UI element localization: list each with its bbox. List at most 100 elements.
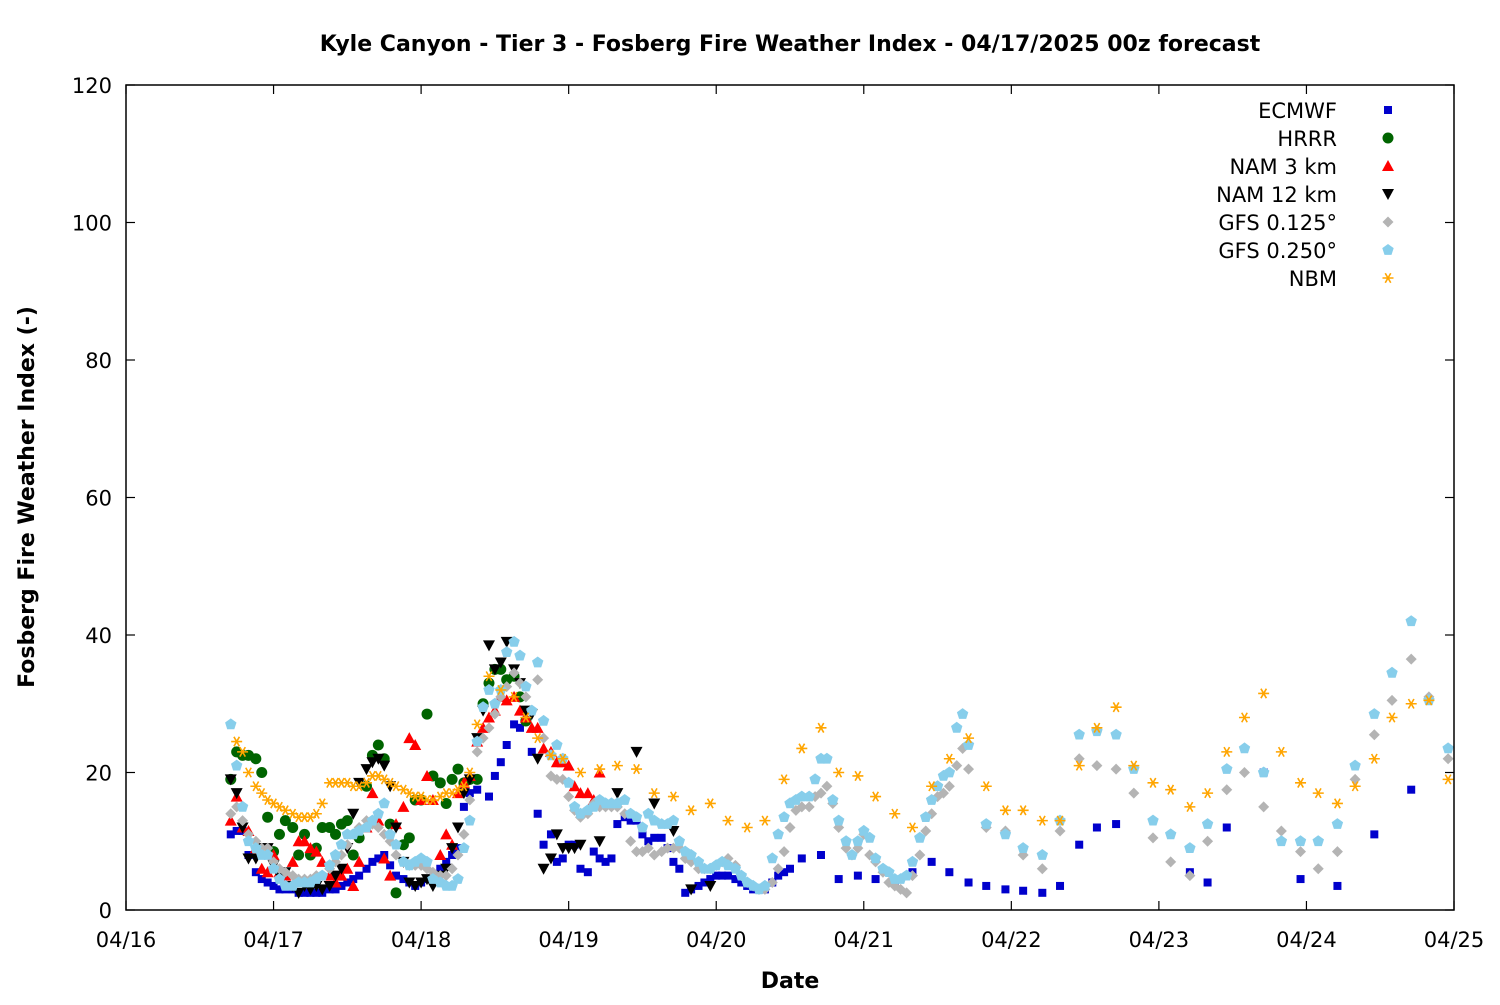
data-point-nam-12-km (574, 839, 587, 851)
data-point-gfs-0-125 (520, 691, 532, 703)
data-point-gfs-0-250 (925, 794, 938, 805)
data-point-gfs-0-125 (390, 849, 402, 861)
data-point-gfs-0-250 (464, 814, 476, 826)
data-point-ecmwf (982, 881, 991, 890)
data-point-ecmwf (392, 871, 401, 880)
legend-item-ecmwf: ECMWF (1258, 99, 1392, 123)
data-point-ecmwf (1222, 823, 1231, 832)
data-point-ecmwf (275, 885, 284, 894)
data-point-gfs-0-250 (1147, 814, 1159, 826)
data-point-ecmwf (465, 789, 474, 798)
data-point-gfs-0-125 (1368, 729, 1380, 741)
data-point-nbm (852, 770, 864, 782)
data-point-nbm (1386, 712, 1398, 723)
data-point-ecmwf (263, 878, 272, 887)
data-point-ecmwf (576, 864, 585, 873)
data-point-nbm (256, 787, 268, 799)
data-point-nbm (1054, 815, 1066, 826)
data-point-gfs-0-250 (766, 852, 778, 864)
data-point-nam-12-km (403, 877, 416, 889)
data-point-hrrr (330, 828, 342, 840)
data-point-ecmwf (300, 888, 309, 897)
data-point-hrrr (262, 811, 274, 823)
data-point-nbm (741, 822, 753, 833)
data-point-gfs-0-250 (458, 842, 470, 853)
x-tick-label: 04/18 (391, 928, 452, 952)
data-point-gfs-0-125 (1331, 846, 1343, 858)
data-point-gfs-0-250 (520, 680, 532, 692)
y-tick-label: 0 (99, 899, 112, 923)
data-point-gfs-0-125 (1386, 694, 1398, 706)
data-point-ecmwf (731, 875, 740, 884)
data-point-ecmwf (490, 771, 499, 780)
data-point-ecmwf (484, 792, 493, 801)
data-point-gfs-0-250 (636, 821, 649, 833)
data-point-nam-12-km (452, 822, 464, 834)
data-point-gfs-0-125 (1442, 753, 1454, 765)
data-point-nam-12-km (704, 880, 717, 892)
data-point-gfs-0-250 (962, 739, 975, 750)
data-point-ecmwf (546, 830, 555, 839)
data-point-nam-3-km (562, 759, 575, 771)
data-point-nam-12-km (366, 757, 379, 769)
data-point-gfs-0-250 (943, 766, 956, 778)
data-point-gfs-0-125 (1128, 787, 1140, 799)
data-point-gfs-0-125 (803, 801, 815, 813)
data-point-gfs-0-250 (833, 814, 845, 826)
data-point-ecmwf (583, 868, 592, 877)
data-point-ecmwf (927, 857, 936, 866)
data-point-nam-12-km (648, 798, 661, 810)
data-point-gfs-0-125 (237, 815, 249, 827)
data-point-nbm (1331, 798, 1343, 809)
data-point-ecmwf (816, 851, 825, 859)
data-point-nbm (483, 671, 495, 682)
data-point-gfs-0-250 (914, 831, 926, 843)
data-point-hrrr (446, 773, 458, 785)
data-point-gfs-0-250 (323, 859, 336, 871)
data-point-nam-12-km (316, 884, 329, 896)
data-point-ecmwf (1112, 820, 1121, 829)
data-point-gfs-0-125 (784, 822, 796, 833)
data-point-gfs-0-125 (625, 835, 637, 847)
data-point-gfs-0-250 (261, 849, 274, 860)
data-point-nbm (427, 794, 439, 806)
data-point-gfs-0-250 (1257, 766, 1270, 778)
data-point-gfs-0-125 (440, 870, 452, 882)
data-point-ecmwf (527, 747, 536, 756)
legend-label: HRRR (1277, 127, 1337, 151)
data-point-gfs-0-125 (1091, 760, 1103, 772)
data-point-hrrr (390, 887, 402, 899)
legend: ECMWF HRRR NAM 3 km NAM 12 km GFS 0.125° GFS … (1216, 99, 1394, 291)
data-point-nbm (279, 805, 291, 816)
data-point-hrrr (256, 767, 268, 778)
data-point-nbm (231, 736, 243, 747)
data-point-ecmwf (1001, 885, 1010, 894)
data-point-nam-3-km (255, 862, 268, 874)
data-point-hrrr (279, 815, 291, 827)
data-point-gfs-0-250 (501, 646, 513, 657)
data-point-gfs-0-125 (242, 828, 254, 840)
data-point-ecmwf (515, 723, 524, 732)
data-point-nam-12-km (482, 640, 495, 652)
legend-label: NAM 3 km (1229, 155, 1337, 179)
data-point-gfs-0-250 (236, 800, 249, 812)
data-point-gfs-0-125 (1295, 846, 1307, 858)
data-point-nam-3-km (581, 787, 594, 799)
data-point-nbm (906, 822, 918, 833)
data-point-ecmwf (1407, 785, 1416, 794)
data-point-nam-12-km (593, 836, 606, 848)
data-point-nam-3-km (335, 869, 348, 881)
data-point-gfs-0-125 (821, 780, 833, 792)
data-point-hrrr (250, 753, 262, 765)
data-point-nbm (464, 767, 476, 778)
data-point-ecmwf (797, 854, 806, 863)
data-point-gfs-0-250 (1312, 835, 1324, 847)
data-point-ecmwf (712, 871, 721, 880)
data-point-gfs-0-250 (735, 869, 747, 881)
data-point-gfs-0-250 (827, 794, 839, 805)
data-point-gfs-0-125 (1405, 653, 1417, 665)
data-point-gfs-0-250 (642, 807, 655, 819)
data-point-nam-12-km (409, 880, 422, 892)
data-point-nbm (759, 815, 771, 826)
data-point-gfs-0-250 (729, 862, 742, 874)
